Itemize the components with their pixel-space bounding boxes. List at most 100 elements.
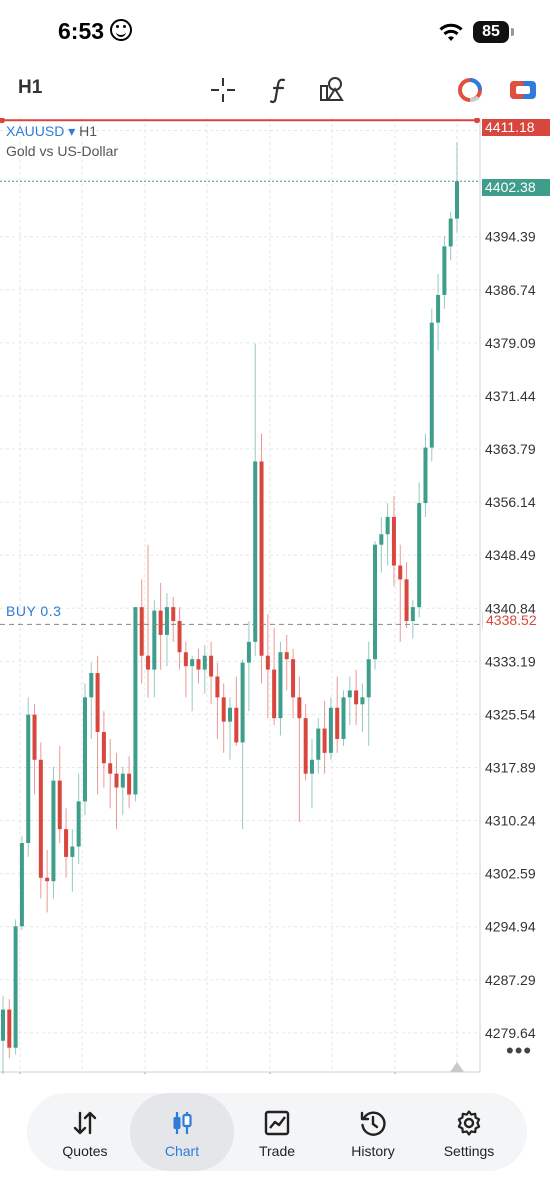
candle-body [215, 676, 220, 698]
candle-body [455, 181, 459, 219]
ask-price-label: 4411.18 [482, 119, 550, 136]
period-selector[interactable]: H1 [18, 77, 43, 98]
candle-body [108, 763, 113, 774]
candle-body [398, 565, 403, 580]
candle-body [171, 607, 176, 622]
nav-trade[interactable]: Trade [229, 1093, 325, 1171]
indicator-ring-icon[interactable] [455, 75, 485, 105]
status-bar: 6:53 85 [0, 0, 555, 66]
candle-body [101, 732, 106, 764]
candle-body [228, 707, 232, 722]
nav-settings[interactable]: Settings [421, 1093, 517, 1171]
candle-body [76, 801, 81, 847]
candle-body [284, 652, 289, 660]
candle-body [253, 461, 258, 642]
function-icon[interactable] [264, 75, 294, 105]
candle-body [442, 246, 447, 295]
symbol-name[interactable]: XAUUSD [6, 123, 65, 139]
candle-body [303, 718, 308, 774]
candle-body [127, 773, 132, 795]
account-toggle-icon[interactable] [508, 75, 538, 105]
quotes-arrows-icon [73, 1111, 97, 1135]
candle-body [341, 697, 346, 739]
candle-body [133, 607, 138, 795]
candle-body [373, 544, 378, 660]
candle-body [190, 659, 195, 667]
candle-body [391, 516, 396, 566]
y-tick-label: 4340.84 [485, 600, 536, 616]
y-tick-label: 4363.79 [485, 441, 536, 457]
y-tick-label: 4371.44 [485, 388, 536, 404]
price-chart[interactable]: 4409.694394.394386.744379.094371.444363.… [0, 118, 555, 1074]
nav-quotes[interactable]: Quotes [37, 1093, 133, 1171]
candle-body [436, 294, 441, 323]
candle-body [265, 655, 270, 670]
candle-body [146, 655, 151, 670]
candle-body [354, 690, 359, 705]
symbol-header[interactable]: XAUUSD ▾ H1 [6, 123, 97, 140]
y-tick-label: 4302.59 [485, 866, 536, 882]
more-options-button[interactable]: ••• [506, 1038, 533, 1063]
objects-icon[interactable] [318, 75, 348, 105]
bottom-nav: Quotes Chart Trade History Settings [27, 1093, 527, 1171]
candle-body [13, 926, 18, 1048]
candle-body [57, 780, 62, 830]
candle-body [32, 714, 37, 760]
candle-body [297, 697, 302, 719]
settings-gear-icon [457, 1110, 481, 1136]
candle-body [139, 607, 144, 656]
candle-body [322, 728, 327, 753]
candle-body [328, 707, 333, 753]
nav-chart[interactable]: Chart [130, 1093, 234, 1171]
candle-body [114, 773, 119, 788]
candle-body [221, 697, 226, 722]
candle-body [70, 846, 75, 857]
crosshair-icon[interactable] [208, 75, 238, 105]
nav-chart-label: Chart [164, 1143, 200, 1159]
candle-body [309, 759, 314, 774]
candle-body [164, 607, 169, 635]
nav-quotes-label: Quotes [62, 1143, 108, 1159]
candle-body [347, 690, 352, 698]
symbol-dropdown-icon[interactable]: ▾ [68, 123, 76, 139]
candle-body [120, 773, 125, 788]
trade-chart-icon [264, 1110, 290, 1136]
position-label[interactable]: BUY 0.3 [6, 603, 62, 619]
candle-body [429, 322, 434, 448]
candle-body [246, 641, 251, 663]
chart-shift-marker[interactable] [450, 1062, 464, 1072]
candle-body [209, 655, 214, 677]
bid-price-label: 4402.38 [482, 179, 550, 196]
y-tick-label: 4348.49 [485, 547, 536, 563]
candle-body [51, 780, 56, 882]
y-tick-label: 4287.29 [485, 972, 536, 988]
candle-body [335, 707, 340, 739]
candle-body [64, 829, 69, 857]
y-tick-label: 4310.24 [485, 813, 536, 829]
nav-trade-label: Trade [258, 1143, 296, 1159]
candle-body [82, 697, 87, 802]
candle-body [259, 461, 264, 656]
candle-body [1, 1009, 5, 1041]
nav-history[interactable]: History [325, 1093, 421, 1171]
y-tick-label: 4294.94 [485, 919, 536, 935]
y-tick-label: 4356.14 [485, 494, 536, 510]
nav-settings-label: Settings [443, 1143, 495, 1159]
candle-body [379, 534, 384, 545]
y-tick-label: 4333.19 [485, 653, 536, 669]
y-tick-label: 4325.54 [485, 706, 536, 722]
candle-body [26, 714, 31, 844]
status-time: 6:53 [58, 18, 133, 45]
candle-body [410, 607, 415, 622]
history-clock-icon [360, 1111, 386, 1136]
y-tick-label: 4317.89 [485, 759, 536, 775]
battery-indicator: 85 [473, 21, 509, 43]
position-price-label: 4338.52 [482, 612, 550, 629]
candle-body [272, 669, 277, 719]
candle-body [45, 877, 50, 882]
candle-body [366, 659, 371, 698]
battery-tip [511, 28, 514, 36]
candle-body [360, 697, 365, 705]
candle-body [404, 579, 409, 622]
candle-body [177, 621, 182, 653]
